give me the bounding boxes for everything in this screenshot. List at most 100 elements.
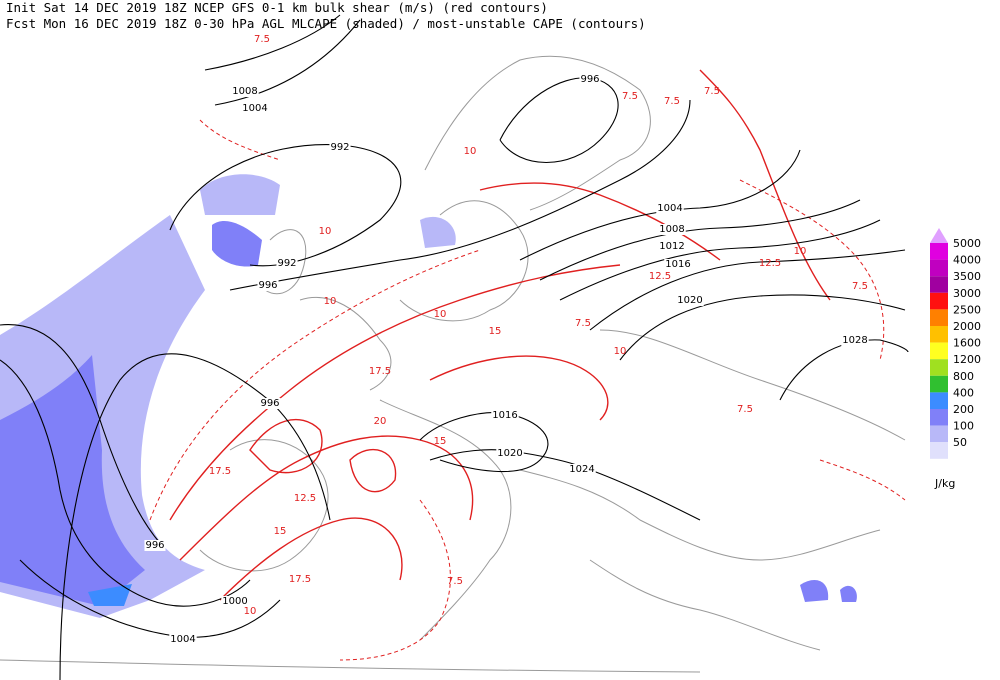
isobar-label: 1004 <box>170 634 195 645</box>
cape-shading <box>0 174 857 618</box>
isobar-label: 1020 <box>497 448 522 459</box>
header-line-1: Init Sat 14 DEC 2019 18Z NCEP GFS 0-1 km… <box>6 0 548 15</box>
colorbar-swatch <box>930 309 948 326</box>
colorbar-swatch <box>930 442 948 459</box>
shear-label: 15 <box>489 326 502 337</box>
isobar-label: 992 <box>330 142 349 153</box>
isobar-label-bg <box>579 74 601 85</box>
colorbar-unit: J/kg <box>934 477 955 490</box>
shear-label: 17.5 <box>209 466 231 477</box>
isobar-label-bg <box>841 335 869 346</box>
isobar-label-bg <box>664 259 692 270</box>
isobar-label-bg <box>568 464 596 475</box>
colorbar-label: 100 <box>953 420 974 433</box>
isobar-label: 1008 <box>232 86 257 97</box>
isobar-label-bg <box>241 103 269 114</box>
shear-label: 10 <box>434 309 447 320</box>
isobar-label: 1016 <box>492 410 517 421</box>
shear-label: 15 <box>274 526 287 537</box>
shear-label: 15 <box>434 436 447 447</box>
shear-label: 10 <box>614 346 627 357</box>
shear-label: 7.5 <box>852 281 868 292</box>
colorbar-label: 400 <box>953 386 974 399</box>
isobar-label: 1016 <box>665 259 690 270</box>
shear-label: 12.5 <box>294 493 316 504</box>
isobar-label-bg <box>329 142 351 153</box>
colorbar-label: 1600 <box>953 337 981 350</box>
colorbar-swatch <box>930 292 948 310</box>
shear-label: 7.5 <box>575 318 591 329</box>
isobar-label-bg <box>259 398 281 409</box>
isobar-label-bg <box>257 280 279 291</box>
colorbar-label: 3000 <box>953 287 981 300</box>
isobar-label-bg <box>658 241 686 252</box>
shear-label: 17.5 <box>289 574 311 585</box>
shear-label: 7.5 <box>622 91 638 102</box>
colorbar-swatch <box>930 392 948 409</box>
shear-label: 10 <box>324 296 337 307</box>
colorbar-swatch <box>930 425 948 443</box>
isobar-label: 1004 <box>657 203 682 214</box>
colorbar-swatch <box>930 276 948 293</box>
colorbar-label: 5000 <box>953 237 981 250</box>
isobar-label-bg <box>658 224 686 235</box>
isobar-label-bg <box>496 448 524 459</box>
isobar-label: 1000 <box>222 596 247 607</box>
colorbar-label: 800 <box>953 370 974 383</box>
shear-label: 17.5 <box>369 366 391 377</box>
isobar-label: 996 <box>258 280 277 291</box>
isobar-label: 1012 <box>659 241 684 252</box>
isobar-label-bg <box>656 203 684 214</box>
shear-label: 12.5 <box>649 271 671 282</box>
isobar-label: 996 <box>145 540 164 551</box>
colorbar-swatch <box>930 326 948 343</box>
shear-label: 7.5 <box>254 34 270 45</box>
isobar-label-bg <box>221 596 249 607</box>
colorbar-swatch <box>930 375 948 393</box>
colorbar-label: 2500 <box>953 303 981 316</box>
shear-label: 20 <box>374 416 387 427</box>
isobar-label-bg <box>231 86 259 97</box>
colorbar-label: 4000 <box>953 254 981 267</box>
colorbar-label: 200 <box>953 403 974 416</box>
colorbar-swatch <box>930 259 948 277</box>
coastlines <box>0 55 906 673</box>
isobar-label-bg <box>491 410 519 421</box>
isobar-label: 1004 <box>242 103 267 114</box>
colorbar-label: 2000 <box>953 320 981 333</box>
isobar-label: 1028 <box>842 335 867 346</box>
colorbar-label: 1200 <box>953 353 981 366</box>
isobar-label-bg <box>276 258 298 269</box>
shear-label: 12.5 <box>759 258 781 269</box>
shear-label: 10 <box>244 606 257 617</box>
isobar-label: 1008 <box>659 224 684 235</box>
shear-label: 10 <box>794 246 807 257</box>
isobar-label: 996 <box>580 74 599 85</box>
colorbar-swatch <box>930 359 948 376</box>
colorbar-swatch <box>930 409 948 426</box>
shear-label: 7.5 <box>704 86 720 97</box>
colorbar: 5000 4000 3500 3000 2500 2000 1600 1200 800 400 20… <box>930 228 981 490</box>
colorbar-swatch <box>930 342 948 360</box>
isobar-label-bg <box>676 295 704 306</box>
isobar-label: 996 <box>260 398 279 409</box>
header-line-2: Fcst Mon 16 DEC 2019 18Z 0-30 hPa AGL ML… <box>6 16 646 31</box>
contour-labels: 1008100499299610041008101210161020102899… <box>144 34 869 645</box>
colorbar-arrow <box>930 228 948 243</box>
colorbar-label: 50 <box>953 436 967 449</box>
isobar-label: 1024 <box>569 464 594 475</box>
isobar-label: 992 <box>277 258 296 269</box>
shear-contours <box>149 69 906 661</box>
shear-label: 7.5 <box>664 96 680 107</box>
isobar-label-bg <box>169 634 197 645</box>
isobar-label: 1020 <box>677 295 702 306</box>
colorbar-label: 3500 <box>953 270 981 283</box>
colorbar-swatch <box>930 243 948 260</box>
shear-label: 10 <box>464 146 477 157</box>
shear-label: 7.5 <box>447 576 463 587</box>
isobar-label-bg <box>144 540 166 551</box>
shear-label: 10 <box>319 226 332 237</box>
shear-label: 7.5 <box>737 404 753 415</box>
